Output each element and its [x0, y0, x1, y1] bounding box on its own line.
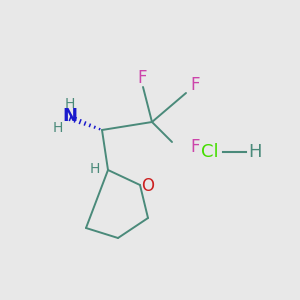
- Text: F: F: [190, 138, 200, 156]
- Text: H: H: [248, 143, 262, 161]
- Text: N: N: [62, 107, 77, 125]
- Text: F: F: [190, 76, 200, 94]
- Text: F: F: [137, 69, 147, 87]
- Text: H: H: [65, 97, 75, 111]
- Text: H: H: [90, 162, 100, 176]
- Text: H: H: [53, 121, 63, 135]
- Text: O: O: [142, 177, 154, 195]
- Text: Cl: Cl: [201, 143, 219, 161]
